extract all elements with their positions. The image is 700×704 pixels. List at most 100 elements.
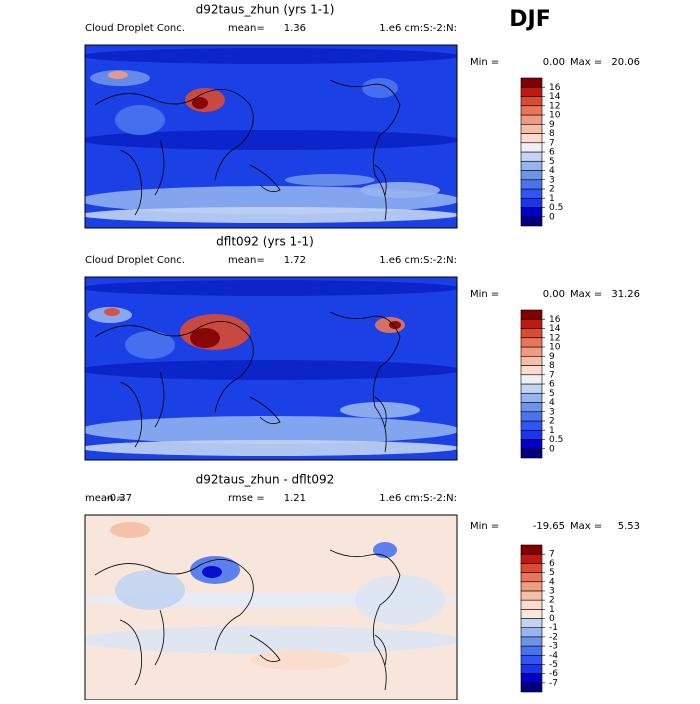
season-title: DJF (509, 7, 550, 32)
map-field (362, 78, 398, 98)
map (85, 277, 457, 460)
map-field (125, 331, 175, 359)
coastline (94, 311, 401, 453)
colorbar-box (520, 96, 543, 107)
colorbar-box (520, 355, 543, 366)
colorbar-box (520, 374, 543, 385)
map-frame (84, 44, 458, 229)
map-field (85, 440, 457, 456)
map-field (110, 522, 150, 538)
colorbar-box (520, 411, 543, 422)
colorbar-box (520, 402, 543, 413)
colorbar-box (520, 86, 543, 97)
colorbar-label: -6 (549, 669, 558, 679)
colorbar-box (520, 151, 543, 162)
colorbar-label: 7 (549, 550, 555, 560)
min-label: Min = (470, 57, 499, 68)
map-field (285, 174, 375, 186)
colorbar-box (520, 420, 543, 431)
colorbar-label: 6 (549, 559, 555, 569)
stat-label: mean= (228, 255, 265, 266)
min-label: Min = (470, 521, 499, 532)
colorbar-label: 5 (549, 389, 555, 399)
colorbar-box (520, 142, 543, 153)
colorbar-box (520, 105, 543, 116)
colorbar-label: 6 (549, 148, 555, 158)
colorbar-box (520, 581, 543, 592)
panel-title: d92taus_zhun (yrs 1-1) (196, 3, 335, 17)
min-value: -19.65 (533, 521, 565, 532)
stat-value: 1.21 (284, 493, 306, 504)
coastline (94, 549, 401, 691)
map-field (360, 182, 440, 198)
colorbar-label: 0 (549, 212, 555, 222)
colorbar-box (520, 429, 543, 440)
colorbar-box (520, 599, 543, 610)
colorbar-box (520, 197, 543, 208)
colorbar-label: 5 (549, 568, 555, 578)
colorbar-box (520, 170, 543, 181)
colorbar-box (520, 328, 543, 339)
colorbar-label: -5 (549, 660, 558, 670)
max-value: 31.26 (611, 289, 640, 300)
colorbar-box (520, 544, 543, 555)
colorbar-label: -3 (549, 642, 558, 652)
colorbar-label: 2 (549, 596, 555, 606)
colorbar-label: 7 (549, 370, 555, 380)
colorbar-label: 3 (549, 175, 555, 185)
colorbar-label: 12 (549, 333, 560, 343)
colorbar-box (520, 392, 543, 403)
map-field (250, 650, 350, 670)
colorbar-box (520, 188, 543, 199)
units-label: 1.e6 cm:S:-2:N: (379, 493, 457, 504)
colorbar-box (520, 123, 543, 134)
colorbar-box (520, 216, 543, 227)
map-field (192, 97, 208, 109)
colorbar-label: 0 (549, 444, 555, 454)
colorbar-box (520, 553, 543, 564)
colorbar-label: 0.5 (549, 203, 563, 213)
colorbar-box (520, 682, 543, 693)
colorbar-box (520, 207, 543, 218)
colorbar-box (520, 337, 543, 348)
colorbar-box (520, 346, 543, 357)
colorbar-label: 7 (549, 138, 555, 148)
colorbar-label: 12 (549, 101, 560, 111)
stat-label: rmse = (228, 493, 265, 504)
panel-title: dflt092 (yrs 1-1) (216, 235, 314, 249)
colorbar-box (520, 383, 543, 394)
map-field (340, 402, 420, 418)
map-field (115, 570, 185, 610)
colorbar-box (520, 114, 543, 125)
map-field (104, 308, 120, 316)
colorbar-label: 0.5 (549, 435, 563, 445)
colorbar-box (520, 318, 543, 329)
map-field (355, 575, 445, 625)
units-label: 1.e6 cm:S:-2:N: (379, 255, 457, 266)
map-field (85, 130, 457, 150)
map-field (85, 626, 457, 654)
min-value: 0.00 (543, 289, 565, 300)
colorbar-label: 8 (549, 129, 555, 139)
colorbar-label: 2 (549, 417, 555, 427)
max-label: Max = (570, 521, 602, 532)
colorbar-label: 3 (549, 586, 555, 596)
min-value: 0.00 (543, 57, 565, 68)
variable-label: Cloud Droplet Conc. (85, 255, 185, 266)
colorbar-box (520, 636, 543, 647)
panel-title: d92taus_zhun - dflt092 (196, 473, 335, 487)
colorbar-box (520, 563, 543, 573)
colorbar-box (520, 609, 543, 619)
colorbar-label: 16 (549, 315, 561, 325)
colorbar-box (520, 448, 543, 459)
colorbar-box (520, 627, 543, 638)
map-field (85, 280, 457, 296)
map-field (85, 360, 457, 380)
colorbar-label: 3 (549, 407, 555, 417)
colorbar-label: 10 (549, 111, 561, 121)
max-label: Max = (570, 289, 602, 300)
map (85, 45, 457, 228)
stat-value: 1.72 (284, 255, 306, 266)
colorbar-label: 14 (549, 92, 561, 102)
